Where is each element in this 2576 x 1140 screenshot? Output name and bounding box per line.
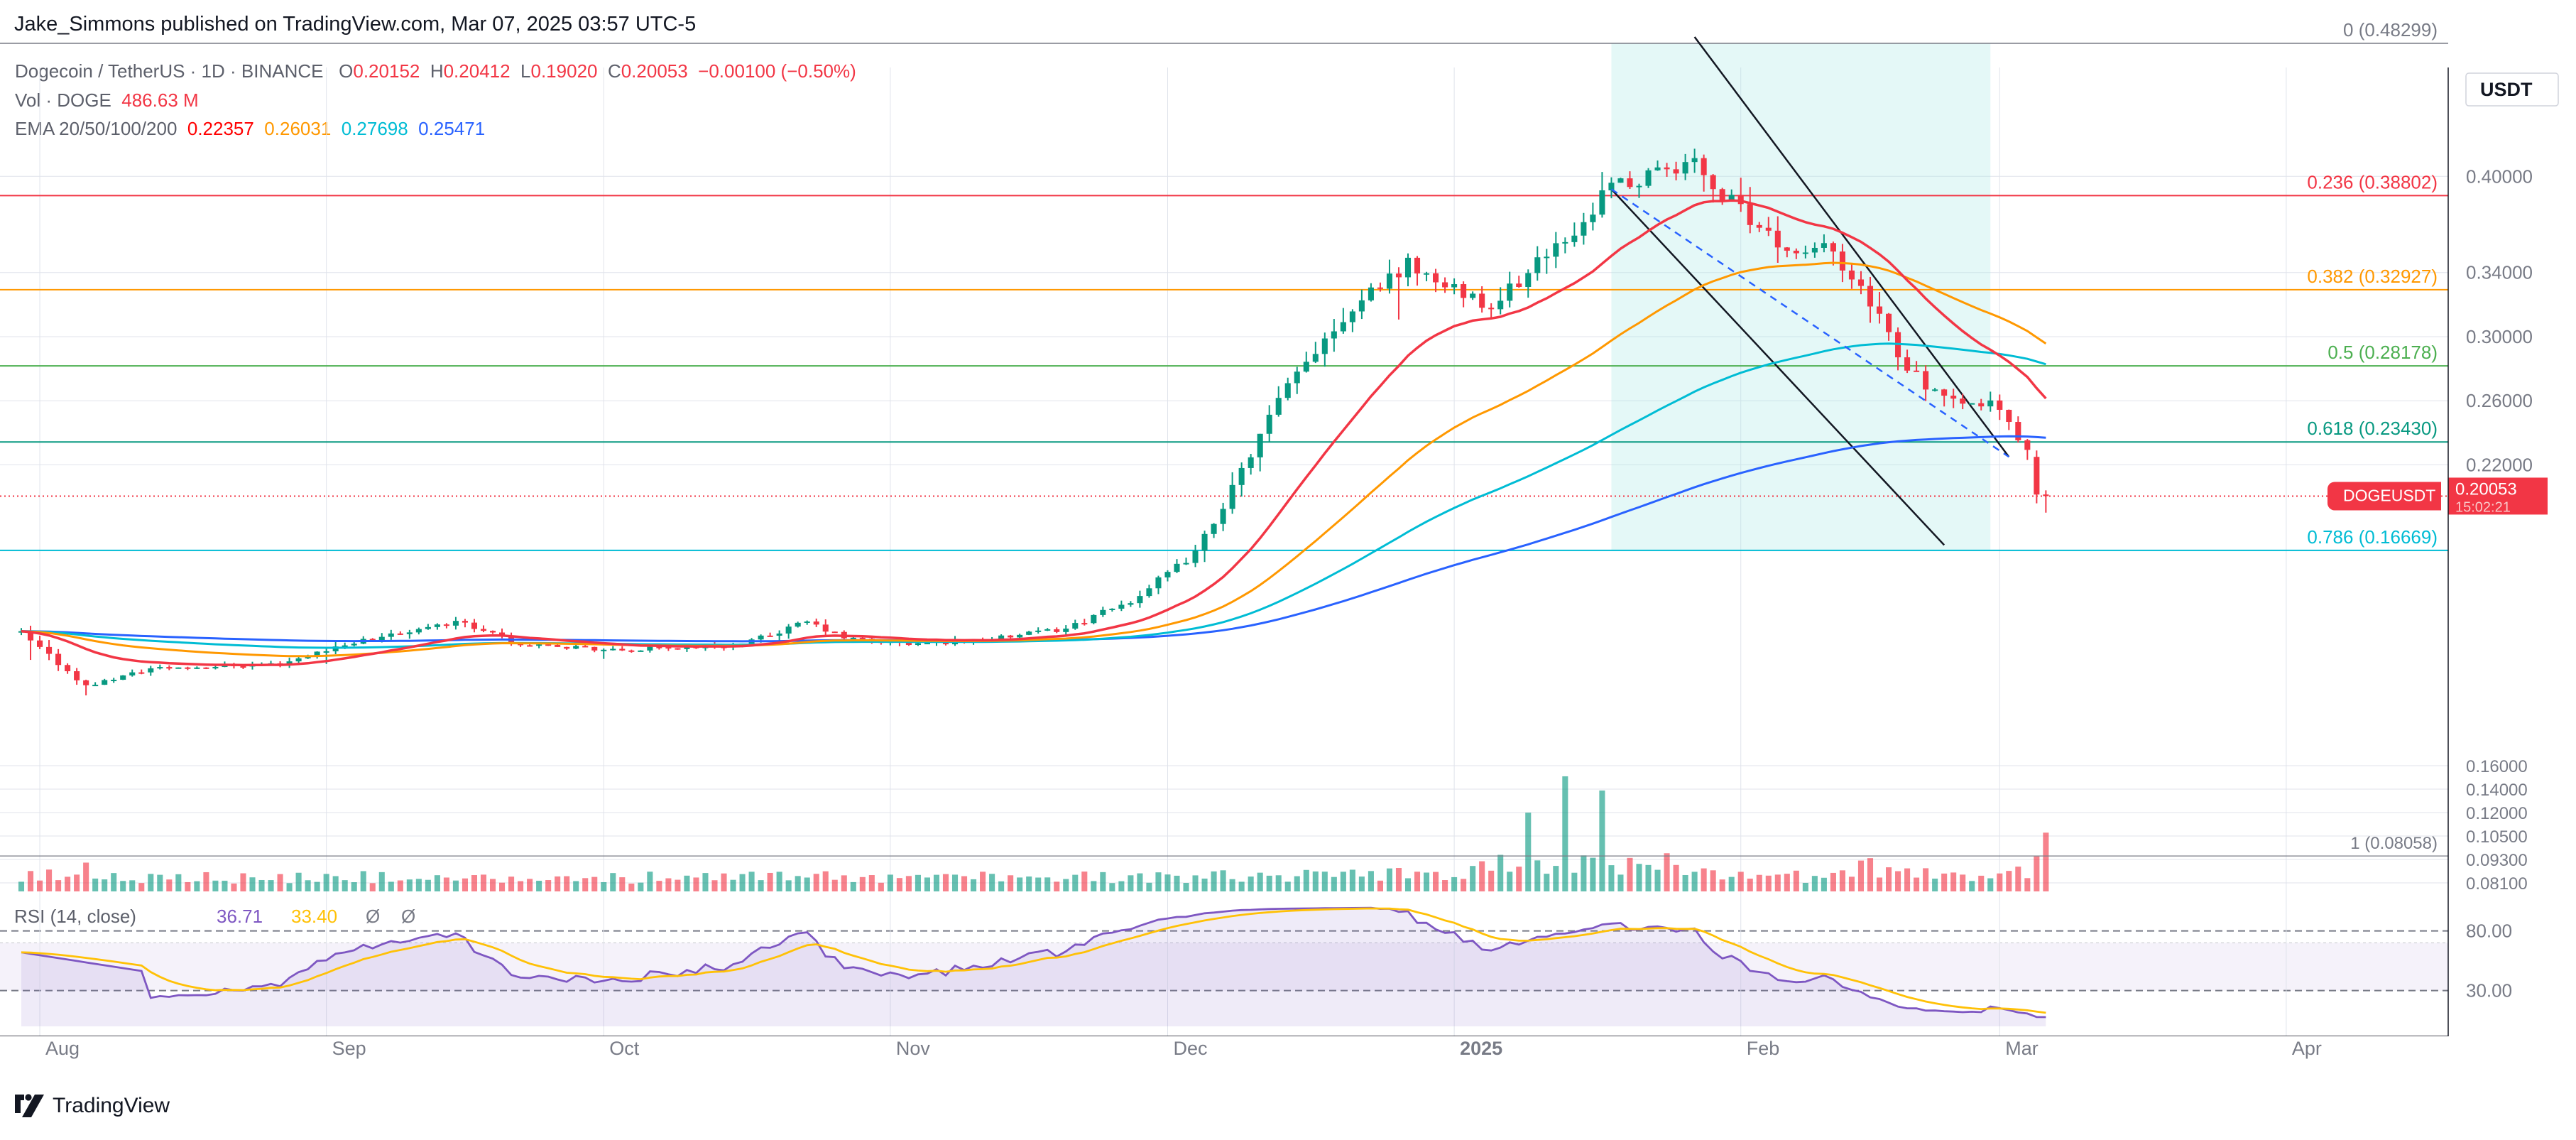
svg-text:Aug: Aug (45, 1038, 80, 1059)
svg-text:0.5 (0.28178): 0.5 (0.28178) (2327, 342, 2438, 363)
svg-text:Sep: Sep (332, 1038, 366, 1059)
svg-text:0.08100: 0.08100 (2466, 874, 2528, 894)
svg-text:Oct: Oct (609, 1038, 640, 1059)
svg-text:0.618 (0.23430): 0.618 (0.23430) (2307, 418, 2438, 439)
svg-text:15:02:21: 15:02:21 (2455, 499, 2511, 515)
svg-text:0.40000: 0.40000 (2466, 165, 2533, 187)
svg-text:Nov: Nov (896, 1038, 931, 1059)
svg-text:33.40: 33.40 (291, 906, 337, 927)
svg-text:0.786 (0.16669): 0.786 (0.16669) (2307, 526, 2438, 548)
svg-text:Ø: Ø (401, 906, 415, 927)
svg-text:Mar: Mar (2005, 1038, 2039, 1059)
svg-text:0.12000: 0.12000 (2466, 804, 2528, 823)
svg-text:80.00: 80.00 (2466, 921, 2512, 942)
svg-text:USDT: USDT (2480, 79, 2533, 100)
svg-text:0.30000: 0.30000 (2466, 326, 2533, 347)
svg-text:0.20053: 0.20053 (2455, 479, 2517, 499)
svg-text:2025: 2025 (1460, 1038, 1502, 1059)
svg-text:0.236 (0.38802): 0.236 (0.38802) (2307, 171, 2438, 192)
svg-text:0.09300: 0.09300 (2466, 851, 2528, 870)
svg-text:Dec: Dec (1173, 1038, 1207, 1059)
svg-text:0.26000: 0.26000 (2466, 390, 2533, 411)
svg-text:0.22000: 0.22000 (2466, 455, 2533, 476)
svg-text:0.16000: 0.16000 (2466, 760, 2528, 776)
svg-text:DOGEUSDT: DOGEUSDT (2343, 486, 2435, 504)
svg-text:RSI (14, close): RSI (14, close) (14, 906, 136, 927)
svg-text:0 (0.48299): 0 (0.48299) (2343, 19, 2438, 40)
svg-text:30.00: 30.00 (2466, 980, 2512, 1001)
svg-text:Feb: Feb (1747, 1038, 1780, 1059)
svg-text:0.34000: 0.34000 (2466, 262, 2533, 283)
svg-text:Apr: Apr (2292, 1038, 2322, 1059)
svg-text:0.14000: 0.14000 (2466, 781, 2528, 800)
svg-text:Ø: Ø (366, 906, 380, 927)
svg-text:36.71: 36.71 (217, 906, 263, 927)
svg-text:0.382 (0.32927): 0.382 (0.32927) (2307, 266, 2438, 287)
svg-text:1 (0.08058): 1 (0.08058) (2350, 834, 2438, 853)
svg-text:0.10500: 0.10500 (2466, 827, 2528, 847)
